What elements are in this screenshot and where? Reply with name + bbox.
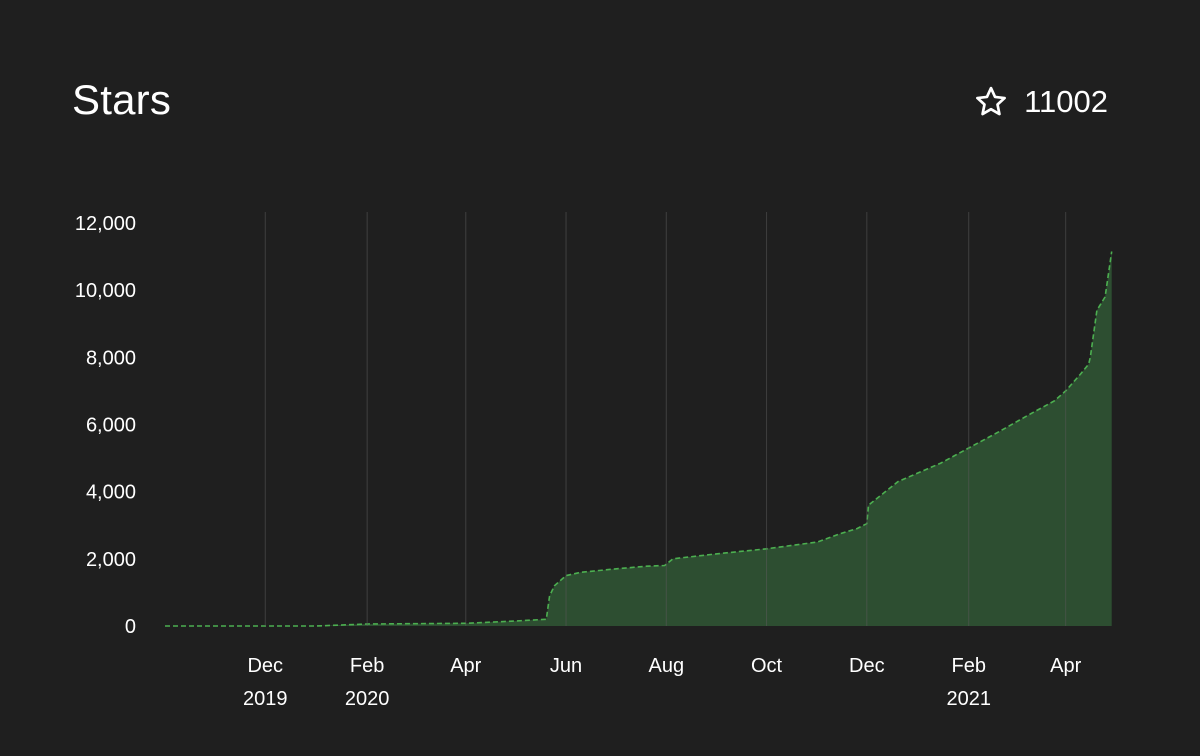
x-tick-label: Dec	[849, 655, 885, 677]
y-tick-label: 6,000	[86, 415, 136, 437]
x-tick-year-label: 2020	[345, 688, 390, 710]
x-tick-label: Feb	[350, 655, 384, 677]
x-tick-year-label: 2021	[946, 688, 991, 710]
star-outline-icon	[976, 86, 1007, 116]
grid-lines	[264, 212, 1067, 626]
page-title: Stars	[72, 76, 172, 123]
x-tick-label: Jun	[550, 655, 582, 677]
x-axis: Dec 2019 Feb 2020 Apr Jun Aug Oct Dec Feb 2021 Apr	[243, 655, 1082, 710]
x-tick-label: Feb	[951, 655, 985, 677]
y-tick-label: 8,000	[86, 347, 136, 369]
star-count: 11002	[974, 80, 1108, 124]
x-tick-year-label: 2019	[243, 688, 288, 710]
x-tick-label: Aug	[649, 655, 685, 677]
y-tick-label: 12,000	[75, 213, 136, 235]
y-tick-label: 4,000	[86, 482, 136, 504]
y-axis: 0 2,000 4,000 6,000 8,000 10,000 12,000	[75, 213, 136, 638]
x-tick-label: Apr	[1050, 655, 1081, 677]
stars-area	[165, 251, 1112, 626]
y-tick-label: 10,000	[75, 280, 136, 302]
star-count-value: 11002	[1024, 84, 1108, 119]
x-tick-label: Dec	[247, 655, 283, 677]
x-tick-label: Oct	[751, 655, 783, 677]
stars-line	[165, 251, 1113, 627]
y-tick-label: 2,000	[86, 549, 136, 571]
x-tick-label: Apr	[450, 655, 481, 677]
y-tick-label: 0	[125, 616, 136, 638]
